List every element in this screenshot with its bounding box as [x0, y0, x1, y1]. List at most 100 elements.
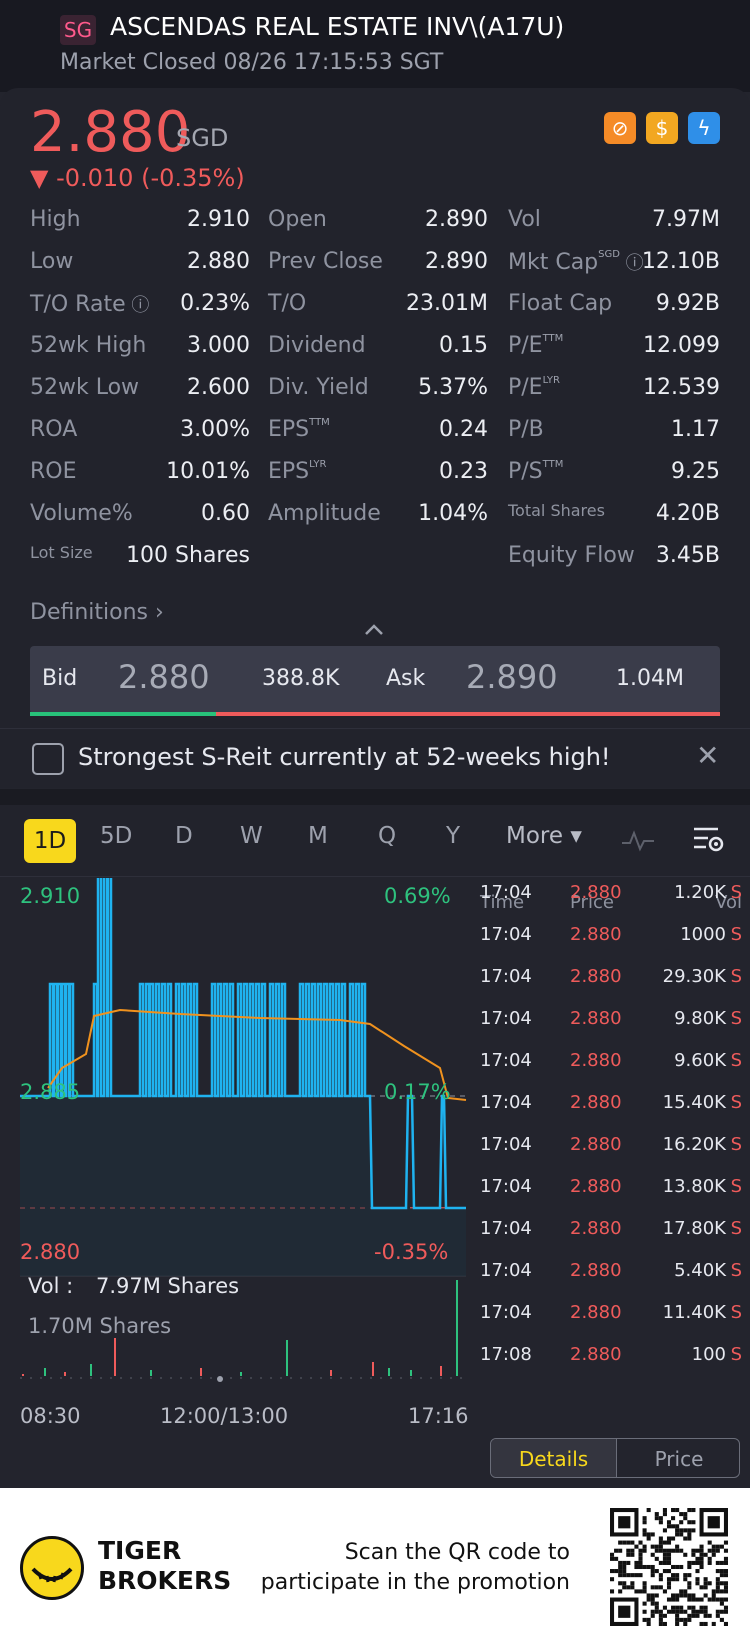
- info-icon[interactable]: ⓘ: [619, 253, 644, 274]
- close-icon[interactable]: ✕: [696, 739, 720, 772]
- indicator-icon[interactable]: [620, 829, 656, 853]
- tick-row: 17:04 2.880 16.20K S: [470, 1134, 750, 1178]
- intraday-chart[interactable]: 2.910 0.69% 2.885 0.17% 2.880 -0.35% Vol…: [0, 878, 470, 1438]
- tick-header-price: Price: [570, 892, 614, 913]
- volume-bar: [22, 1374, 24, 1376]
- qr-code-icon[interactable]: [610, 1508, 728, 1626]
- stat-row: Div. Yield 5.37%: [268, 375, 488, 417]
- tick-row: 17:04 2.880 5.40K S: [470, 1260, 750, 1304]
- tab-more[interactable]: More ▾: [506, 823, 582, 849]
- info-icon[interactable]: ⓘ: [125, 295, 150, 316]
- stat-row: EPSLYR 0.23: [268, 459, 488, 501]
- tick-side: S: [730, 1092, 742, 1113]
- session-break-dot: [217, 1376, 223, 1382]
- stat-value: 7.97M: [652, 207, 720, 232]
- price-tab[interactable]: Price: [616, 1439, 739, 1477]
- volume-bar: [330, 1370, 332, 1376]
- stat-value: 2.910: [187, 207, 250, 232]
- volume-bar: [150, 1370, 152, 1376]
- volume-bar: [90, 1364, 92, 1376]
- stat-value: 4.20B: [655, 501, 720, 526]
- tick-row: 17:04 2.880 15.40K S: [470, 1092, 750, 1136]
- volume-value: 7.97M Shares: [96, 1274, 240, 1298]
- volume-bar: [456, 1280, 458, 1376]
- settings-list-icon[interactable]: [692, 825, 726, 855]
- stat-value: 0.23: [439, 459, 488, 484]
- tick-price: 2.880: [570, 1176, 622, 1197]
- tick-row: 17:04 2.880 29.30K S: [470, 966, 750, 1010]
- tick-header-time: Time: [480, 892, 525, 913]
- tick-price: 2.880: [570, 1008, 622, 1029]
- stat-row: Equity Flow 3.45B: [508, 543, 720, 585]
- stat-value: 1.04%: [418, 501, 488, 526]
- stat-row: Lot Size 100 Shares: [30, 543, 250, 585]
- ask-size: 1.04M: [616, 666, 684, 691]
- stat-label: Vol: [508, 207, 541, 232]
- stat-row: P/STTM 9.25: [508, 459, 720, 501]
- stat-label: ROA: [30, 417, 78, 442]
- stat-label: T/O: [268, 291, 307, 316]
- tab-1d[interactable]: 1D: [24, 819, 76, 863]
- stats-column-3: Vol 7.97M Mkt CapSGD ⓘ 12.10B Float Cap 9.92B…: [508, 207, 720, 585]
- stat-label: Div. Yield: [268, 375, 369, 400]
- tick-side: S: [730, 1218, 742, 1239]
- tick-price: 2.880: [570, 1092, 622, 1113]
- no-short-icon[interactable]: ⊘: [604, 112, 636, 144]
- tab-d[interactable]: D: [175, 823, 193, 849]
- tick-side: S: [730, 1344, 742, 1365]
- volume-bar: [114, 1338, 116, 1376]
- tick-time: 17:04: [480, 1302, 532, 1323]
- tick-price: 2.880: [570, 1344, 622, 1365]
- stat-label: Prev Close: [268, 249, 383, 274]
- promo-footer: TIGER BROKERS Scan the QR code to partic…: [0, 1488, 750, 1648]
- tick-volume: 15.40K: [662, 1092, 726, 1113]
- tick-volume: 9.60K: [674, 1050, 726, 1071]
- stat-value: 2.890: [425, 207, 488, 232]
- tab-q[interactable]: Q: [378, 823, 397, 849]
- definitions-link[interactable]: Definitions ›: [30, 600, 164, 625]
- stat-label: Equity Flow: [508, 543, 635, 568]
- stat-label: Float Cap: [508, 291, 613, 316]
- price-chart-svg: [20, 878, 467, 1382]
- stat-label: P/STTM: [508, 459, 564, 484]
- details-tab[interactable]: Details: [491, 1439, 616, 1477]
- tick-side: S: [730, 1260, 742, 1281]
- stat-label: Volume%: [30, 501, 133, 526]
- stat-value: 10.01%: [166, 459, 250, 484]
- trade-ticks-panel: Time Price Vol 17:04 2.880 1.20K S 17:04 2.88…: [470, 878, 750, 1438]
- tick-time: 17:04: [480, 1050, 532, 1071]
- tick-volume: 11.40K: [662, 1302, 726, 1323]
- stat-value: 5.37%: [418, 375, 488, 400]
- tab-m[interactable]: M: [308, 823, 328, 849]
- stat-label: Lot Size: [30, 543, 93, 562]
- tick-header-vol: Vol: [715, 892, 742, 913]
- dollar-icon[interactable]: $: [646, 112, 678, 144]
- tab-y[interactable]: Y: [446, 823, 461, 849]
- stat-value: 12.099: [643, 333, 720, 358]
- tab-5d[interactable]: 5D: [100, 823, 133, 849]
- banner-text[interactable]: Strongest S-Reit currently at 52-weeks h…: [78, 743, 611, 771]
- tab-w[interactable]: W: [240, 823, 263, 849]
- stat-label: EPSLYR: [268, 459, 327, 484]
- volume-bar: [440, 1366, 442, 1376]
- stat-row: Low 2.880: [30, 249, 250, 291]
- chevron-up-icon[interactable]: [364, 622, 384, 636]
- tick-price: 2.880: [570, 1302, 622, 1323]
- stat-value: 0.24: [439, 417, 488, 442]
- market-status: Market Closed 08/26 17:15:53 SGT: [60, 50, 444, 75]
- news-banner[interactable]: Strongest S-Reit currently at 52-weeks h…: [0, 728, 750, 788]
- volume-label: Vol :: [28, 1274, 74, 1298]
- stat-value: 1.17: [671, 417, 720, 442]
- stat-value: 3.45B: [655, 543, 720, 568]
- stat-row: 52wk High 3.000: [30, 333, 250, 375]
- lightning-icon[interactable]: ϟ: [688, 112, 720, 144]
- tick-row: 17:04 2.880 11.40K S: [470, 1302, 750, 1346]
- volume-scale: 1.70M Shares: [28, 1314, 172, 1338]
- stat-value: 9.25: [671, 459, 720, 484]
- stat-row: Open 2.890: [268, 207, 488, 249]
- volume-bar: [240, 1372, 242, 1376]
- stat-value: 100 Shares: [126, 543, 250, 568]
- chart-mid-pct: 0.17%: [384, 1080, 451, 1104]
- stat-value: 0.15: [439, 333, 488, 358]
- tick-time: 17:04: [480, 1134, 532, 1155]
